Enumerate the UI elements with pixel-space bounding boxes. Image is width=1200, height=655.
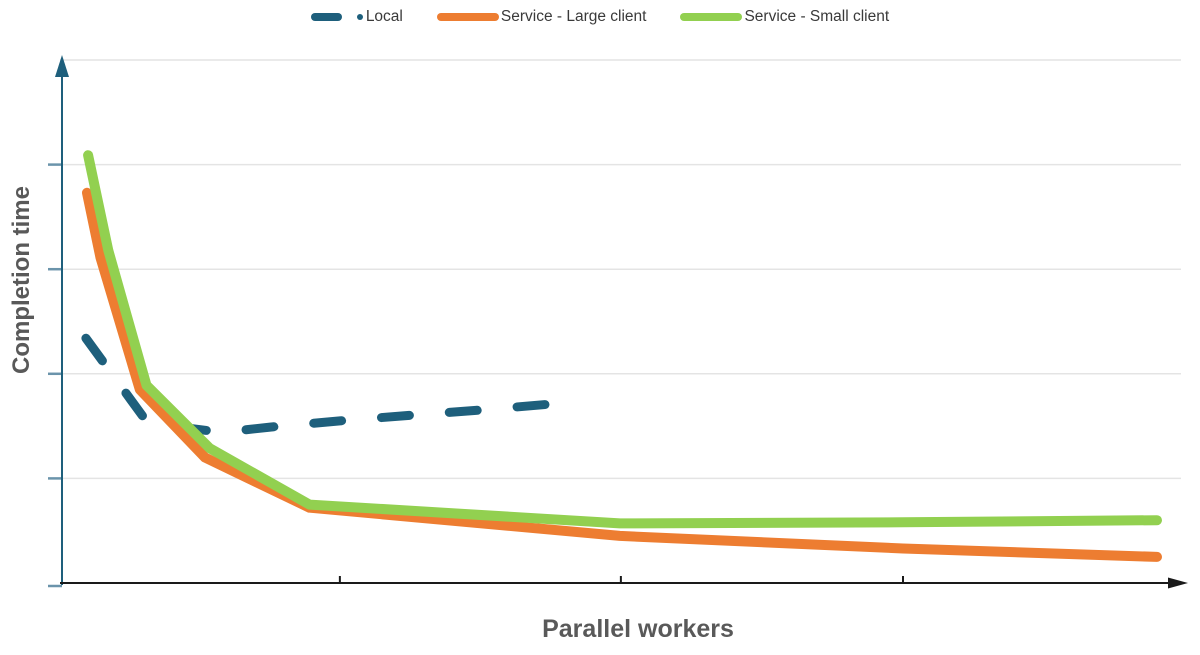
series-line-service-large-client bbox=[82, 187, 1162, 562]
service-large-client-swatch-icon bbox=[436, 13, 499, 21]
x-axis-title: Parallel workers bbox=[542, 615, 734, 643]
x-axis-arrow-icon bbox=[1168, 577, 1188, 589]
service-small-client-swatch-icon bbox=[680, 13, 743, 21]
legend-item-service-large-client: Service - Large client bbox=[436, 4, 647, 30]
legend: Local Service - Large client Service - S… bbox=[0, 4, 1200, 30]
y-axis-arrow-icon bbox=[55, 55, 69, 77]
y-axis-title: Completion time bbox=[8, 185, 35, 375]
series-line-local bbox=[81, 333, 567, 437]
series-line-service-small-client bbox=[83, 150, 1162, 529]
legend-item-service-small-client: Service - Small client bbox=[680, 4, 889, 30]
legend-item-local: Local bbox=[310, 4, 403, 30]
legend-label-local: Local bbox=[365, 8, 403, 25]
local-dash-swatch-icon bbox=[310, 13, 342, 21]
legend-label-service-small-client: Service - Small client bbox=[744, 8, 890, 25]
legend-label-service-large-client: Service - Large client bbox=[500, 8, 647, 25]
local-dot-swatch-icon bbox=[356, 14, 363, 20]
